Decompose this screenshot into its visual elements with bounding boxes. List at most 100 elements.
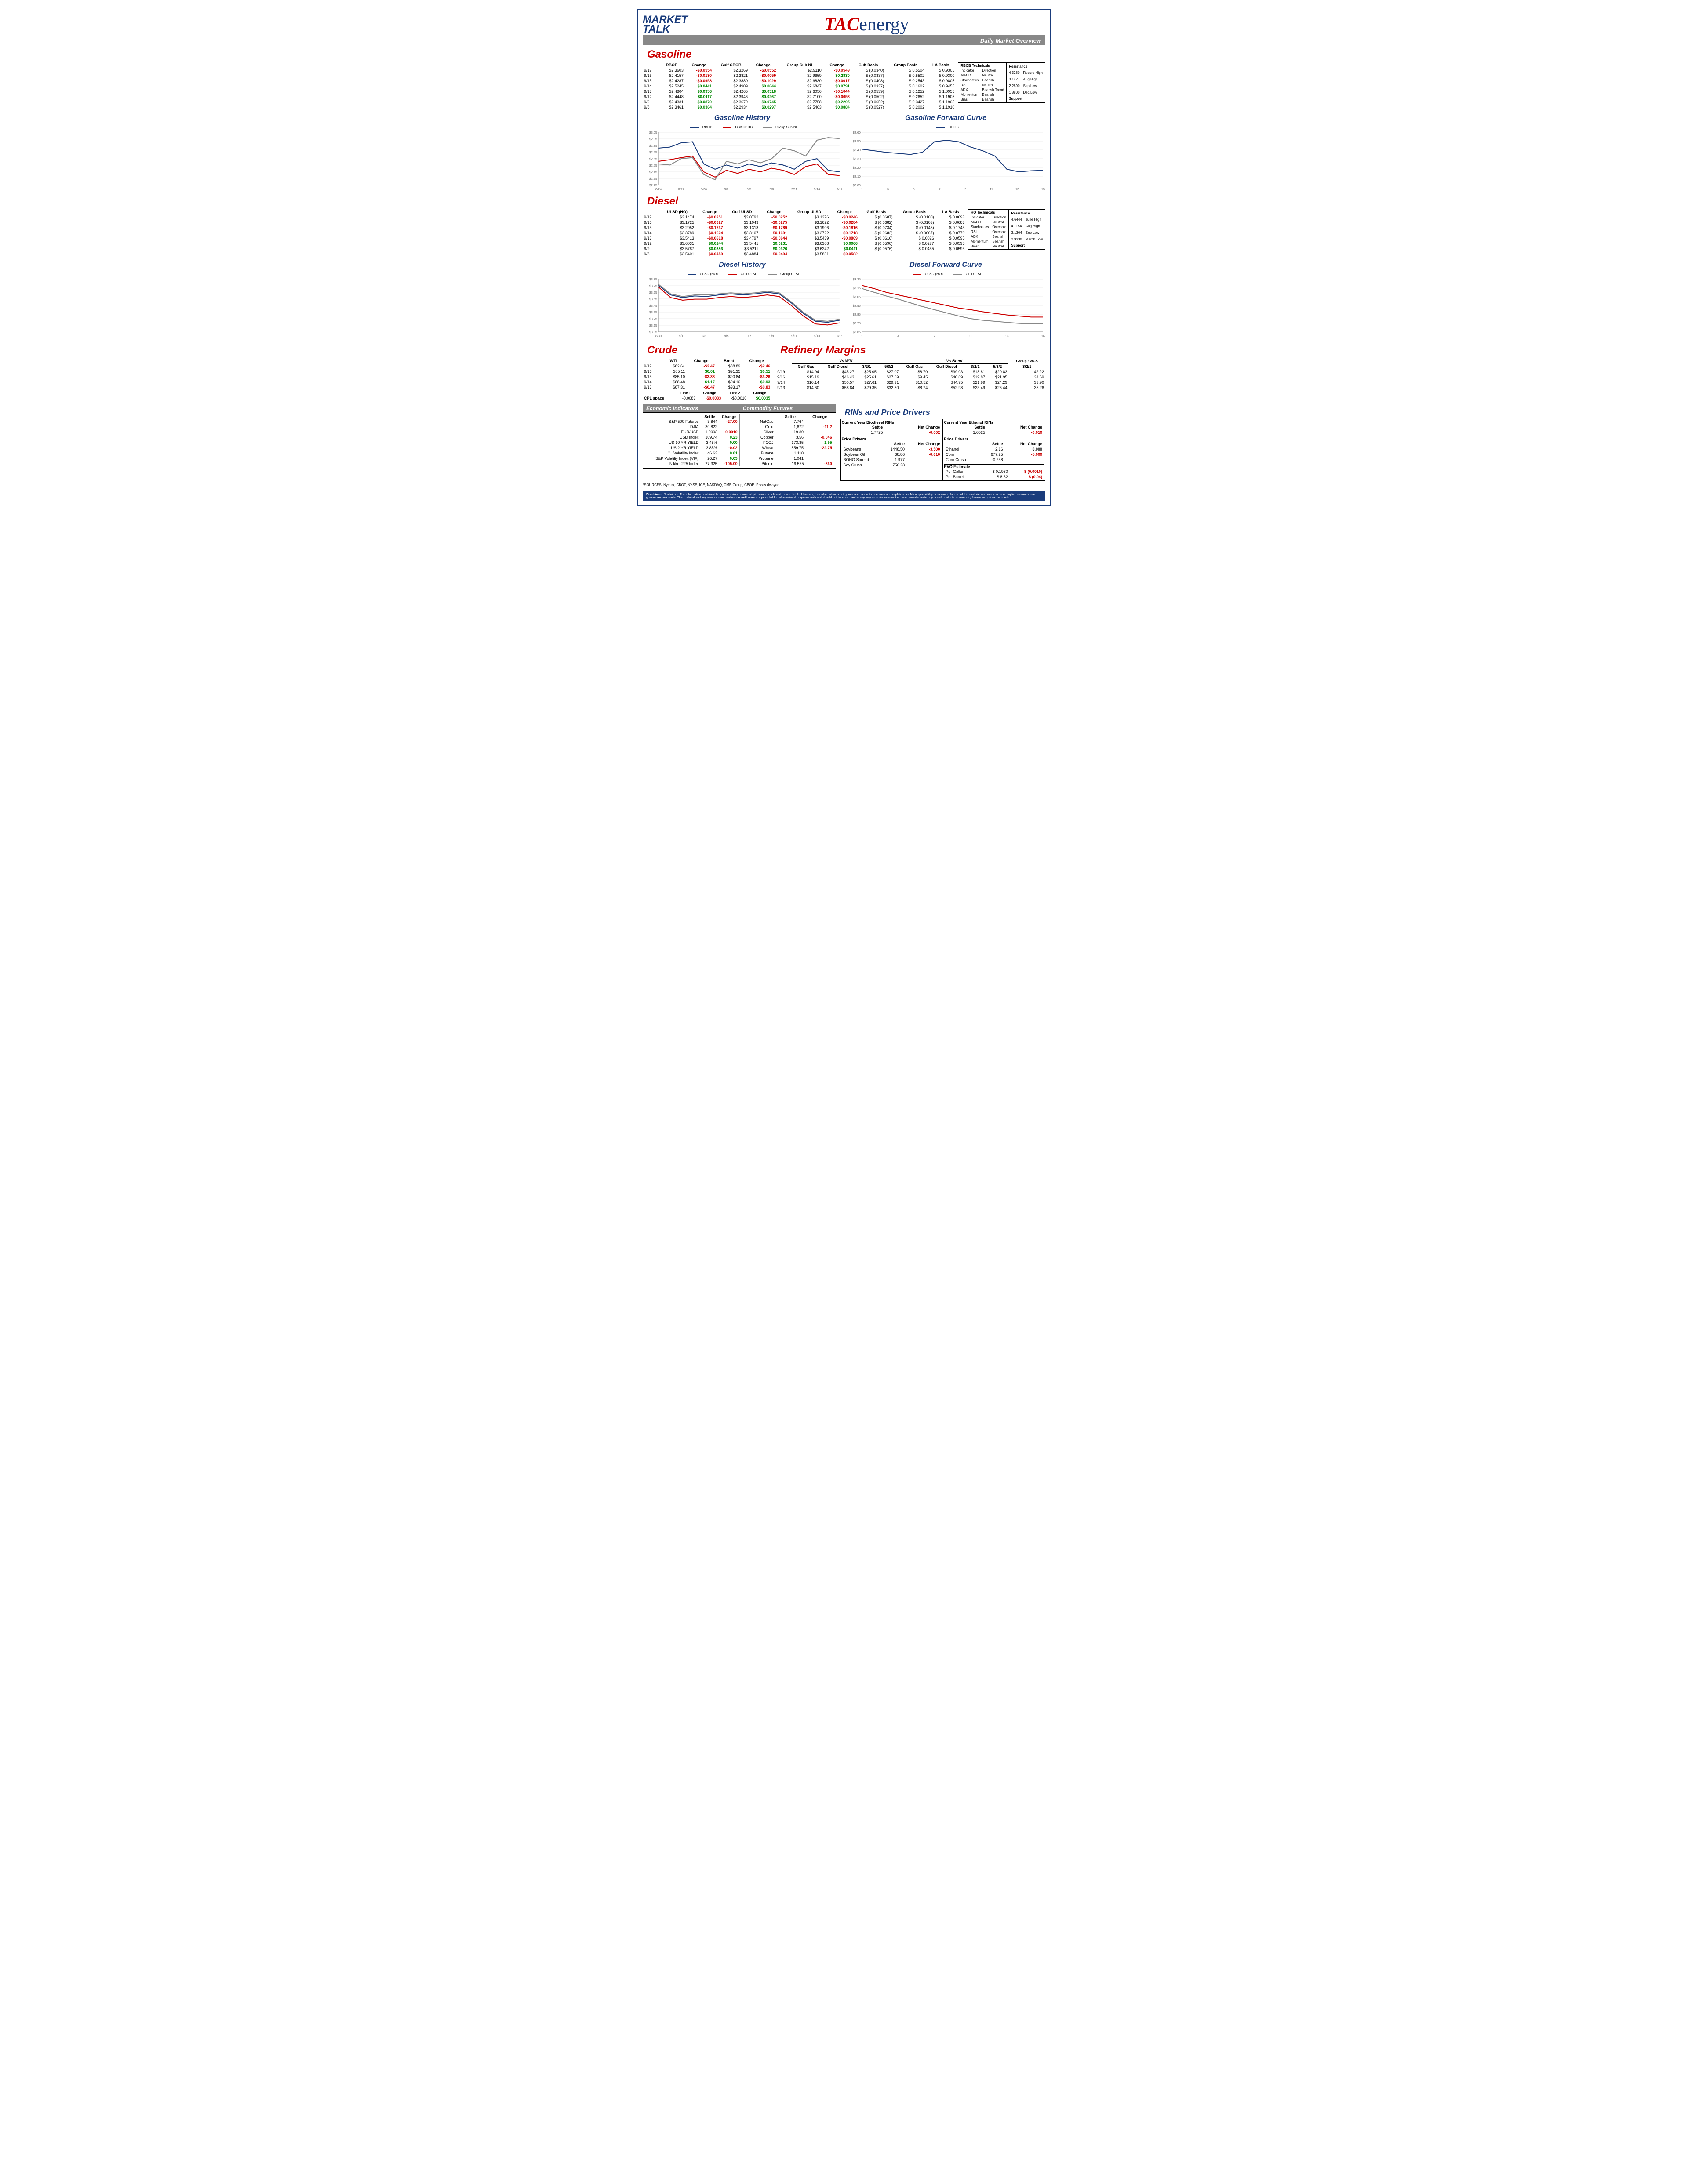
svg-text:9/8: 9/8 xyxy=(769,188,774,191)
svg-text:$2.85: $2.85 xyxy=(853,313,861,316)
dsl-history-legend: ULSD (HO)Gulf ULSDGroup ULSD xyxy=(643,271,842,277)
page-container: MARKETTALK TACenergy Daily Market Overvi… xyxy=(637,9,1051,506)
svg-text:10: 10 xyxy=(969,334,972,338)
svg-text:$3.05: $3.05 xyxy=(853,295,861,299)
svg-text:4: 4 xyxy=(897,334,899,338)
header: MARKETTALK TACenergy Daily Market Overvi… xyxy=(643,14,1045,45)
svg-text:$3.85: $3.85 xyxy=(649,278,657,281)
svg-text:$2.30: $2.30 xyxy=(853,157,861,161)
bio-rins-title: Current Year Biodiesel RINs xyxy=(842,420,942,425)
svg-text:9/14: 9/14 xyxy=(814,188,820,191)
svg-text:16: 16 xyxy=(1041,334,1045,338)
svg-text:$2.65: $2.65 xyxy=(649,157,657,161)
diesel-charts: Diesel History ULSD (HO)Gulf ULSDGroup U… xyxy=(643,259,1045,338)
svg-text:9/5: 9/5 xyxy=(724,334,728,338)
eth-rins-table: SettleNet Change1.6525-0.010 xyxy=(944,425,1044,435)
svg-text:9/11: 9/11 xyxy=(791,188,797,191)
svg-text:$3.45: $3.45 xyxy=(649,304,657,308)
gas-history-title: Gasoline History xyxy=(643,114,842,122)
econ-table: SettleChange S&P 500 Futures3,844-27.00D… xyxy=(645,414,739,466)
svg-text:8/24: 8/24 xyxy=(655,188,662,191)
svg-text:3: 3 xyxy=(887,188,889,191)
rins-title: RINs and Price Drivers xyxy=(845,408,1045,417)
eth-pd-title: Price Drivers xyxy=(944,437,1044,441)
svg-text:$3.15: $3.15 xyxy=(853,287,861,290)
svg-text:$2.65: $2.65 xyxy=(853,331,861,334)
tac-energy-logo: TACenergy xyxy=(688,14,1045,35)
dsl-history-title: Diesel History xyxy=(643,261,842,269)
sources: *SOURCES: Nymex, CBOT, NYSE, ICE, NASDAQ… xyxy=(643,483,1045,487)
svg-text:$3.65: $3.65 xyxy=(649,291,657,294)
svg-text:9/15: 9/15 xyxy=(837,334,842,338)
bottom-row: Economic Indicators Commodity Futures Se… xyxy=(643,404,1045,481)
bio-pd-title: Price Drivers xyxy=(842,437,942,441)
svg-text:11: 11 xyxy=(990,188,993,191)
gas-forward-title: Gasoline Forward Curve xyxy=(846,114,1045,122)
svg-text:9/5: 9/5 xyxy=(747,188,751,191)
gas-history-legend: RBOBGulf CBOBGroup Sub NL xyxy=(643,124,842,130)
rvo-table: Per Gallon$ 0.1980$ (0.0010)Per Barrel$ … xyxy=(944,469,1044,480)
margins-table: Vs WTIVs BrentGroup / WCS Gulf GasGulf D… xyxy=(776,358,1045,390)
margins-title: Refinery Margins xyxy=(780,344,1045,356)
svg-text:$3.05: $3.05 xyxy=(649,131,657,134)
svg-text:8/30: 8/30 xyxy=(655,334,662,338)
svg-text:$3.55: $3.55 xyxy=(649,298,657,301)
svg-text:$2.55: $2.55 xyxy=(649,164,657,167)
svg-text:$2.35: $2.35 xyxy=(649,177,657,181)
svg-text:9/11: 9/11 xyxy=(791,334,797,338)
svg-text:7: 7 xyxy=(939,188,941,191)
eth-rins-title: Current Year Ethanol RINs xyxy=(944,420,1044,425)
gas-forward-chart: $2.60$2.50$2.40$2.30$2.20$2.10$2.0013579… xyxy=(846,130,1045,192)
dsl-forward-chart: $3.25$3.15$3.05$2.95$2.85$2.75$2.6514710… xyxy=(846,277,1045,338)
svg-text:$2.75: $2.75 xyxy=(649,151,657,154)
svg-text:9/13: 9/13 xyxy=(814,334,820,338)
cpl-table: Line 1ChangeLine 2Change CPL space-0.008… xyxy=(643,391,771,401)
svg-text:13: 13 xyxy=(1005,334,1008,338)
ho-technicals: HO Technicals IndicatorDirectionMACDNeut… xyxy=(968,209,1009,250)
svg-text:$3.15: $3.15 xyxy=(649,324,657,327)
rbob-resistance: Resistance 4.3260Record High3.1427Aug Hi… xyxy=(1006,62,1045,103)
svg-text:$2.20: $2.20 xyxy=(853,166,861,170)
svg-text:9: 9 xyxy=(964,188,966,191)
diesel-row: ULSD (HO)ChangeGulf ULSDChangeGroup ULSD… xyxy=(643,209,1045,257)
svg-text:$2.25: $2.25 xyxy=(649,184,657,187)
ho-resistance: Resistance 4.6444June High4.1154Aug High… xyxy=(1008,209,1045,250)
svg-text:9/17: 9/17 xyxy=(837,188,842,191)
svg-text:$3.75: $3.75 xyxy=(649,284,657,288)
svg-text:15: 15 xyxy=(1041,188,1045,191)
gas-forward-legend: RBOB xyxy=(846,124,1045,130)
crude-table: WTIChangeBrentChange 9/19$82.64-$2.47$88… xyxy=(643,358,771,390)
svg-text:$3.25: $3.25 xyxy=(853,278,861,281)
dsl-history-chart: $3.85 $3.75 $3.65 $3.55 $3.45 $3.35 $3.25 $3.15… xyxy=(643,277,842,338)
rvo-title: RVO Estimate xyxy=(944,464,1044,469)
svg-text:9/9: 9/9 xyxy=(769,334,774,338)
svg-text:8/30: 8/30 xyxy=(701,188,707,191)
svg-text:$3.35: $3.35 xyxy=(649,311,657,314)
svg-text:$2.85: $2.85 xyxy=(649,144,657,148)
eth-pd-table: SettleNet ChangeEthanol2.160.000Corn677.… xyxy=(944,441,1044,462)
rbob-technicals: RBOB Technicals IndicatorDirectionMACDNe… xyxy=(958,62,1007,103)
dsl-forward-title: Diesel Forward Curve xyxy=(846,261,1045,269)
svg-text:$2.10: $2.10 xyxy=(853,175,861,178)
svg-text:$2.45: $2.45 xyxy=(649,171,657,174)
svg-text:$2.95: $2.95 xyxy=(649,138,657,141)
bio-pd-table: SettleNet ChangeSoybeans1448.50-3.500Soy… xyxy=(842,441,942,468)
svg-text:13: 13 xyxy=(1015,188,1019,191)
svg-text:7: 7 xyxy=(934,334,935,338)
diesel-table: ULSD (HO)ChangeGulf ULSDChangeGroup ULSD… xyxy=(643,209,966,257)
svg-text:$3.25: $3.25 xyxy=(649,317,657,321)
gasoline-title: Gasoline xyxy=(647,48,1045,61)
header-bar: Daily Market Overview xyxy=(643,35,1045,45)
dsl-forward-legend: ULSD (HO)Gulf ULSD xyxy=(846,271,1045,277)
comm-table: SettleChange NatGas7.764Gold1,672-11.2Si… xyxy=(739,414,834,466)
gasoline-row: RBOBChangeGulf CBOBChangeGroup Sub NLCha… xyxy=(643,62,1045,110)
svg-text:9/2: 9/2 xyxy=(724,188,728,191)
gasoline-charts: Gasoline History RBOBGulf CBOBGroup Sub … xyxy=(643,112,1045,192)
svg-text:8/27: 8/27 xyxy=(678,188,684,191)
svg-text:$2.60: $2.60 xyxy=(853,131,861,134)
svg-text:9/3: 9/3 xyxy=(702,334,706,338)
svg-text:9/1: 9/1 xyxy=(679,334,684,338)
diesel-title: Diesel xyxy=(647,195,1045,207)
market-talk-logo: MARKETTALK xyxy=(643,15,688,34)
svg-text:1: 1 xyxy=(861,334,863,338)
